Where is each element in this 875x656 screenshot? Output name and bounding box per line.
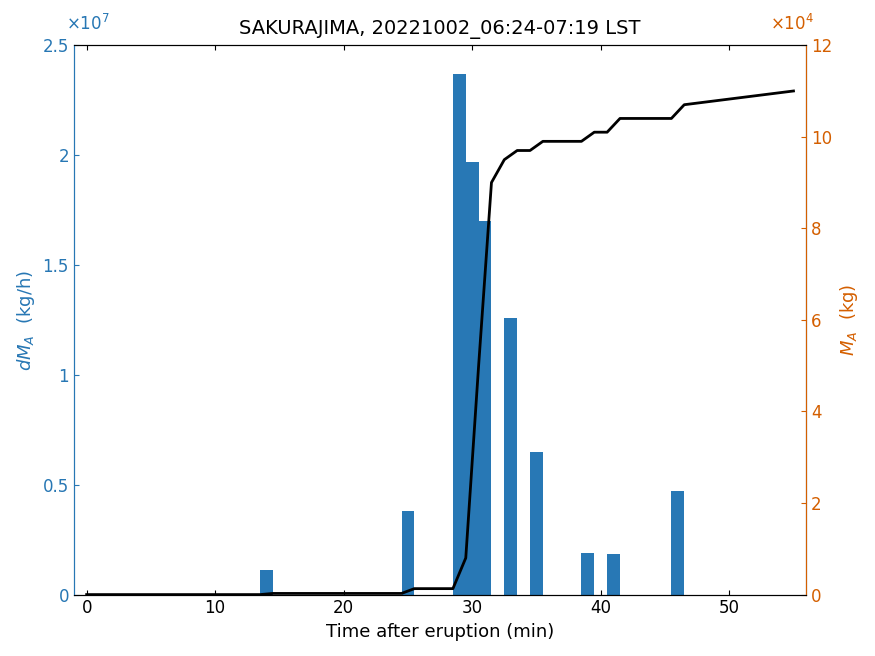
Y-axis label: $dM_A$  (kg/h): $dM_A$ (kg/h) (15, 269, 37, 371)
Title: SAKURAJIMA, 20221002_06:24-07:19 LST: SAKURAJIMA, 20221002_06:24-07:19 LST (240, 20, 640, 39)
Bar (402, 511, 415, 594)
Bar (466, 161, 479, 594)
X-axis label: Time after eruption (min): Time after eruption (min) (326, 623, 554, 641)
Bar (671, 491, 684, 594)
Bar (504, 318, 517, 594)
Y-axis label: $M_A$  (kg): $M_A$ (kg) (838, 283, 860, 356)
Bar (607, 554, 620, 594)
Text: $\times10^4$: $\times10^4$ (770, 14, 814, 34)
Bar (453, 73, 466, 594)
Bar (479, 221, 492, 594)
Text: $\times10^7$: $\times10^7$ (66, 14, 110, 34)
Bar (260, 571, 273, 594)
Bar (581, 553, 594, 594)
Bar (530, 452, 542, 594)
